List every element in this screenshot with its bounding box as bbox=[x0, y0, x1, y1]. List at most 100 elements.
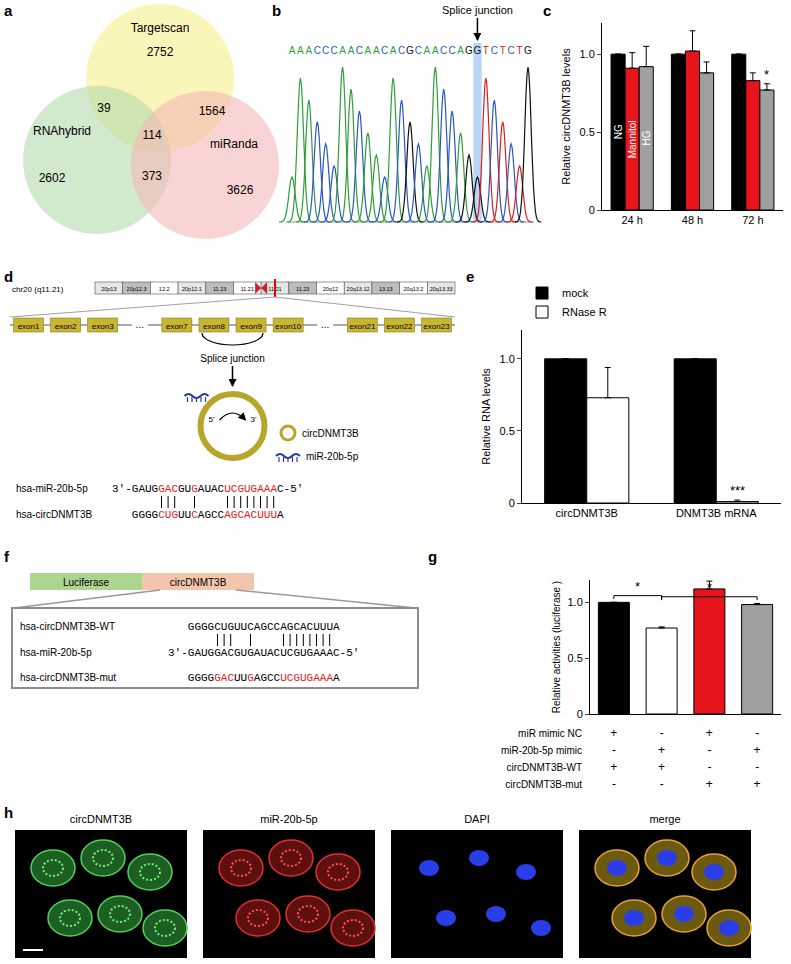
svg-text:*: * bbox=[707, 580, 712, 595]
svg-text:A: A bbox=[424, 45, 431, 56]
svg-text:DNMT3B mRNA: DNMT3B mRNA bbox=[676, 507, 757, 519]
svg-text:RNase R: RNase R bbox=[562, 306, 607, 318]
svg-text:T: T bbox=[517, 45, 523, 56]
svg-text:A: A bbox=[333, 672, 340, 684]
svg-text:f: f bbox=[4, 548, 10, 565]
svg-text:hsa-circDNMT3B: hsa-circDNMT3B bbox=[16, 509, 92, 520]
svg-text:0.5: 0.5 bbox=[580, 126, 595, 138]
svg-text:1564: 1564 bbox=[199, 104, 226, 118]
svg-text:e: e bbox=[466, 268, 474, 285]
svg-text:1.0: 1.0 bbox=[568, 596, 583, 608]
svg-text:-: - bbox=[707, 760, 711, 774]
svg-text:exon23: exon23 bbox=[423, 322, 450, 331]
svg-text:*: * bbox=[635, 579, 640, 594]
svg-text:*: * bbox=[764, 67, 769, 82]
svg-text:C: C bbox=[508, 45, 515, 56]
svg-text:+: + bbox=[658, 743, 665, 757]
svg-text:5': 5' bbox=[209, 415, 215, 424]
svg-text:Mannitol: Mannitol bbox=[627, 120, 638, 158]
svg-text:C: C bbox=[491, 45, 498, 56]
svg-text:b: b bbox=[272, 2, 281, 19]
svg-text:0.5: 0.5 bbox=[500, 425, 515, 437]
svg-text:A: A bbox=[432, 45, 439, 56]
svg-text:exon10: exon10 bbox=[275, 322, 302, 331]
svg-text:...: ... bbox=[136, 319, 144, 330]
svg-text:exon22: exon22 bbox=[386, 322, 413, 331]
svg-text:miR-20b-5p mimic: miR-20b-5p mimic bbox=[501, 745, 582, 756]
svg-text:20q13.33: 20q13.33 bbox=[430, 286, 453, 292]
svg-text:chr20 (q11.21): chr20 (q11.21) bbox=[12, 285, 64, 294]
svg-text:A: A bbox=[373, 45, 380, 56]
svg-text:circDNMT3B: circDNMT3B bbox=[170, 577, 227, 588]
svg-text:11.23: 11.23 bbox=[296, 286, 309, 292]
svg-text:': ' bbox=[353, 647, 360, 659]
svg-text:-: - bbox=[755, 726, 759, 740]
svg-text:merge: merge bbox=[649, 813, 680, 825]
svg-text:A: A bbox=[390, 45, 397, 56]
svg-text:exon3: exon3 bbox=[92, 322, 114, 331]
svg-text:circDNMT3B-WT: circDNMT3B-WT bbox=[506, 762, 582, 773]
svg-text:exon7: exon7 bbox=[166, 322, 188, 331]
svg-text:20q13.12: 20q13.12 bbox=[347, 286, 370, 292]
svg-text:+: + bbox=[658, 760, 665, 774]
svg-text:11.23: 11.23 bbox=[213, 286, 226, 292]
svg-text:Relative activities (luciferas: Relative activities (luciferase ) bbox=[551, 581, 562, 713]
svg-text:exon1: exon1 bbox=[18, 322, 40, 331]
svg-text:RNAhybrid: RNAhybrid bbox=[33, 124, 91, 138]
svg-text:C: C bbox=[381, 45, 388, 56]
svg-text:+: + bbox=[610, 760, 617, 774]
svg-text:+: + bbox=[706, 777, 713, 791]
svg-text:C: C bbox=[314, 45, 321, 56]
svg-text:Splice junction: Splice junction bbox=[442, 4, 513, 16]
svg-text:G: G bbox=[524, 45, 532, 56]
svg-text:g: g bbox=[428, 548, 437, 565]
svg-text:-: - bbox=[660, 726, 664, 740]
svg-text:exon2: exon2 bbox=[55, 322, 77, 331]
svg-text:d: d bbox=[4, 268, 13, 285]
svg-text:20p13: 20p13 bbox=[101, 286, 116, 292]
svg-text:hsa-circDNMT3B-WT: hsa-circDNMT3B-WT bbox=[20, 621, 115, 632]
svg-text:114: 114 bbox=[142, 128, 161, 142]
svg-text:3': 3' bbox=[251, 415, 257, 424]
svg-text:A: A bbox=[365, 45, 372, 56]
svg-text:circDNMT3B: circDNMT3B bbox=[556, 507, 618, 519]
svg-text:T: T bbox=[483, 45, 489, 56]
svg-text:circDNMT3B: circDNMT3B bbox=[70, 813, 132, 825]
svg-text:+: + bbox=[706, 726, 713, 740]
svg-text:C: C bbox=[449, 45, 456, 56]
svg-text:G: G bbox=[465, 45, 473, 56]
svg-text:-: - bbox=[612, 743, 616, 757]
svg-text:HG: HG bbox=[641, 130, 652, 145]
svg-text:C: C bbox=[415, 45, 422, 56]
svg-text:11.21: 11.21 bbox=[241, 286, 254, 292]
svg-text:hsa-miR-20b-5p: hsa-miR-20b-5p bbox=[20, 647, 92, 658]
svg-text:C: C bbox=[356, 45, 363, 56]
svg-text:A: A bbox=[277, 509, 284, 521]
svg-text:Relative circDNMT3B levels: Relative circDNMT3B levels bbox=[560, 48, 572, 185]
svg-text:circDNMT3B: circDNMT3B bbox=[302, 428, 359, 439]
svg-text:-: - bbox=[755, 760, 759, 774]
svg-text:hsa-miR-20b-5p: hsa-miR-20b-5p bbox=[16, 483, 88, 494]
svg-text:h: h bbox=[4, 804, 13, 821]
svg-text:Relative RNA levels: Relative RNA levels bbox=[480, 368, 492, 465]
svg-text:': ' bbox=[297, 483, 304, 495]
svg-text:0: 0 bbox=[589, 204, 595, 216]
svg-text:Targetscan: Targetscan bbox=[131, 21, 190, 35]
svg-text:20q12: 20q12 bbox=[323, 286, 338, 292]
svg-text:NG: NG bbox=[613, 124, 624, 139]
svg-text:miR-20b-5p: miR-20b-5p bbox=[260, 813, 317, 825]
svg-text:0: 0 bbox=[577, 708, 583, 720]
svg-text:3626: 3626 bbox=[227, 183, 254, 197]
svg-text:A: A bbox=[348, 45, 355, 56]
svg-text:miR-20b-5p: miR-20b-5p bbox=[306, 451, 359, 462]
svg-text:hsa-circDNMT3B-mut: hsa-circDNMT3B-mut bbox=[20, 672, 116, 683]
svg-text:39: 39 bbox=[97, 101, 111, 115]
svg-text:12.2: 12.2 bbox=[159, 286, 170, 292]
svg-text:A: A bbox=[289, 45, 296, 56]
svg-text:exon9: exon9 bbox=[240, 322, 262, 331]
svg-text:-: - bbox=[660, 777, 664, 791]
svg-text:Luciferase: Luciferase bbox=[63, 577, 110, 588]
svg-text:circDNMT3B-mut: circDNMT3B-mut bbox=[505, 779, 582, 790]
svg-text:A: A bbox=[333, 621, 340, 633]
svg-text:C: C bbox=[322, 45, 329, 56]
